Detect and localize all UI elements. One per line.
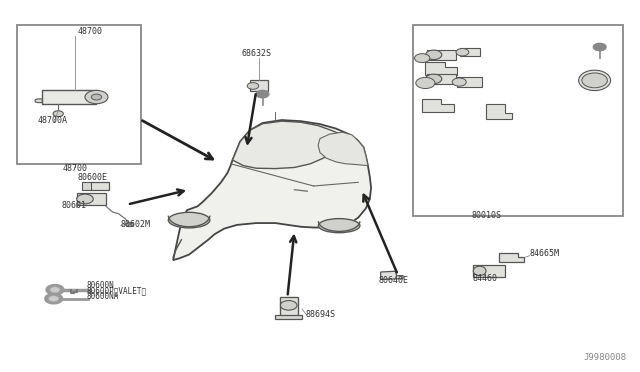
Circle shape xyxy=(85,90,108,104)
Polygon shape xyxy=(45,294,63,304)
Circle shape xyxy=(280,301,297,310)
Text: 88694S: 88694S xyxy=(306,310,336,319)
Bar xyxy=(461,48,479,56)
Bar xyxy=(42,90,97,105)
Polygon shape xyxy=(422,99,454,112)
Bar xyxy=(17,25,141,164)
Text: 80010S: 80010S xyxy=(471,211,501,219)
Text: 80600NA: 80600NA xyxy=(87,292,119,301)
Ellipse shape xyxy=(319,219,360,233)
Text: 80640E: 80640E xyxy=(378,276,408,285)
Bar xyxy=(275,315,302,320)
Circle shape xyxy=(415,54,430,62)
Text: 48700: 48700 xyxy=(77,27,102,36)
Circle shape xyxy=(77,194,93,204)
Polygon shape xyxy=(46,285,64,295)
Polygon shape xyxy=(173,120,371,260)
Circle shape xyxy=(92,94,102,100)
Polygon shape xyxy=(256,90,269,98)
Text: J9980008: J9980008 xyxy=(584,353,627,362)
Text: 80600N: 80600N xyxy=(87,281,115,290)
Polygon shape xyxy=(499,253,524,262)
Circle shape xyxy=(452,78,467,86)
Bar xyxy=(458,77,481,87)
Polygon shape xyxy=(35,99,42,103)
Circle shape xyxy=(426,50,442,60)
Bar xyxy=(428,49,456,60)
Polygon shape xyxy=(381,271,403,279)
Text: 80600E: 80600E xyxy=(77,173,108,182)
Circle shape xyxy=(582,73,607,88)
Circle shape xyxy=(50,287,60,293)
Circle shape xyxy=(426,74,442,84)
Text: 80600P〈VALET〉: 80600P〈VALET〉 xyxy=(87,286,147,295)
Text: 48700A: 48700A xyxy=(38,116,68,125)
Bar xyxy=(83,182,92,190)
Circle shape xyxy=(126,222,134,227)
Polygon shape xyxy=(486,105,511,119)
Bar xyxy=(473,265,505,277)
Bar xyxy=(413,25,623,216)
Polygon shape xyxy=(426,62,458,75)
Text: 84460: 84460 xyxy=(472,274,497,283)
Circle shape xyxy=(49,296,59,302)
Text: 68632S: 68632S xyxy=(241,49,271,58)
Circle shape xyxy=(416,77,435,89)
Text: 80602M: 80602M xyxy=(121,220,151,229)
Bar xyxy=(280,297,298,318)
Polygon shape xyxy=(318,132,368,166)
Polygon shape xyxy=(593,43,606,51)
Ellipse shape xyxy=(168,212,210,228)
Text: 48700: 48700 xyxy=(63,164,88,173)
Bar xyxy=(90,182,109,190)
Ellipse shape xyxy=(473,266,486,276)
Ellipse shape xyxy=(579,70,611,90)
Circle shape xyxy=(53,111,63,117)
Circle shape xyxy=(247,83,259,89)
Polygon shape xyxy=(232,121,342,169)
Bar xyxy=(428,74,456,84)
Text: 80601: 80601 xyxy=(61,201,86,210)
Text: 84665M: 84665M xyxy=(529,249,559,259)
Circle shape xyxy=(456,48,468,56)
Bar xyxy=(77,193,106,205)
Bar xyxy=(250,80,268,92)
